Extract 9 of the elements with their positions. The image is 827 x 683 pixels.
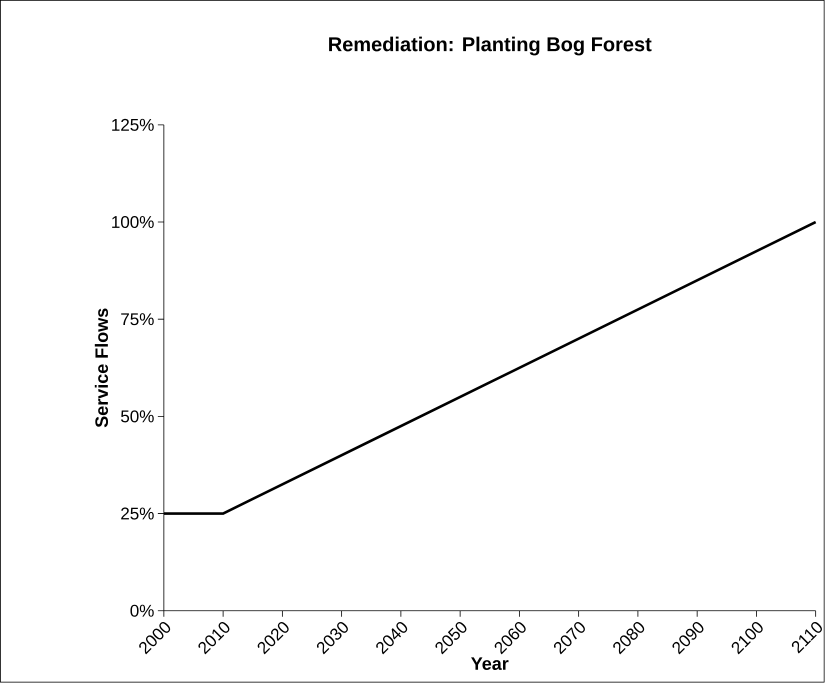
y-tick-label: 125% [112, 119, 154, 132]
y-tick-label: 25% [121, 508, 154, 520]
y-tick-label: 75% [121, 313, 154, 326]
y-tick-label: 0% [130, 604, 154, 617]
y-axis-title: Service Flows [94, 308, 108, 428]
y-tick-label: 100% [112, 216, 154, 228]
y-tick-label: 50% [121, 410, 154, 423]
x-axis-title: Year [471, 658, 509, 670]
chart-title: Remediation: Planting Bog Forest [329, 36, 652, 56]
